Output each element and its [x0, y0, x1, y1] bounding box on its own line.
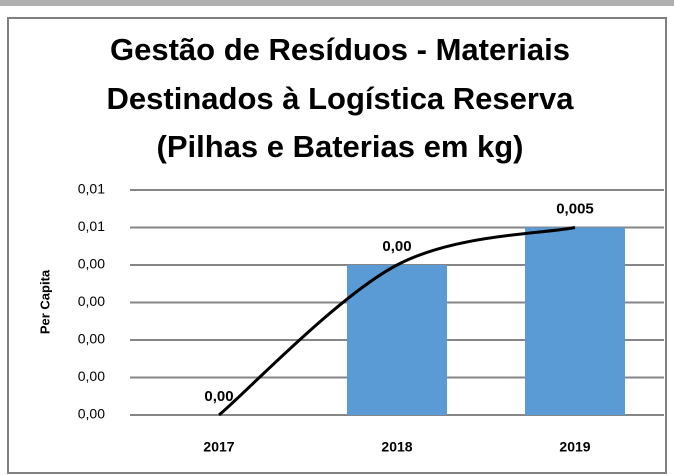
x-tick-label: 2017 [203, 439, 234, 455]
y-axis-label: Per Capita [37, 269, 52, 334]
y-tick-label: 0,00 [78, 368, 105, 384]
data-label: 0,00 [204, 388, 233, 405]
chart-title: (Pilhas e Baterias em kg) [157, 129, 524, 164]
top-frame [0, 0, 674, 6]
chart-title: Destinados à Logística Reserva [107, 81, 575, 116]
y-tick-label: 0,01 [78, 181, 105, 197]
data-label: 0,00 [382, 238, 411, 255]
bar [525, 227, 625, 415]
bar [347, 265, 447, 415]
y-tick-label: 0,00 [78, 256, 105, 272]
chart-title: Gestão de Resíduos - Materiais [110, 32, 570, 67]
y-tick-label: 0,00 [78, 331, 105, 347]
y-tick-label: 0,01 [78, 218, 105, 234]
trend-line [218, 226, 576, 417]
data-label: 0,005 [556, 200, 594, 217]
y-tick-label: 0,00 [78, 406, 105, 422]
x-tick-label: 2019 [559, 439, 590, 455]
x-tick-label: 2018 [381, 439, 412, 455]
y-tick-label: 0,00 [78, 293, 105, 309]
